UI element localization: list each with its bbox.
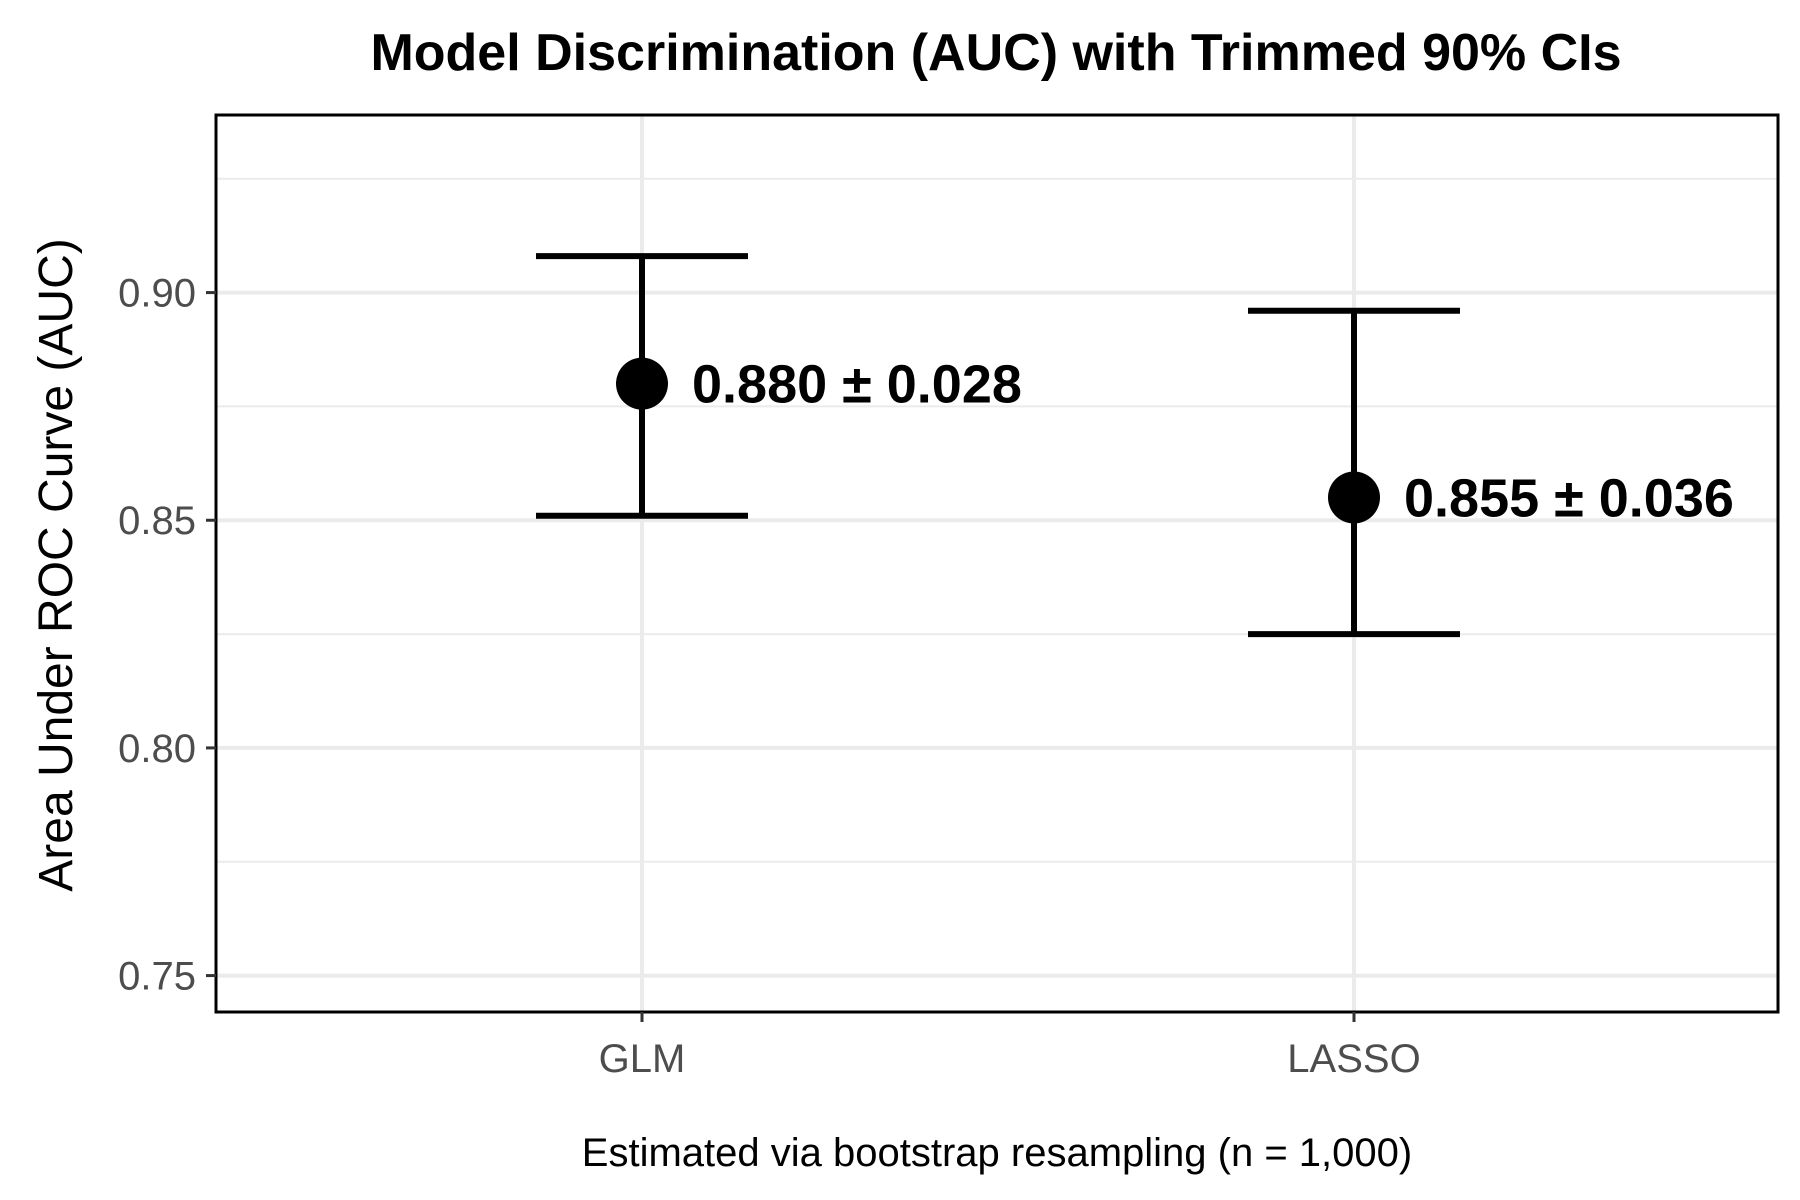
data-point (616, 357, 668, 410)
marks-layer: 0.880 ± 0.028 0.855 ± 0.036 (536, 253, 1734, 638)
y-axis-title: Area Under ROC Curve (AUC) (30, 238, 83, 891)
y-tick-label: 0.75 (118, 955, 196, 999)
y-tick-label: 0.80 (118, 727, 196, 771)
data-point (1328, 471, 1380, 524)
axis-layer: 0.75 0.80 0.85 0.90 GLM LASSO (118, 272, 1421, 1081)
x-tick-label: LASSO (1287, 1037, 1420, 1081)
y-tick-label: 0.90 (118, 272, 196, 316)
data-label: 0.855 ± 0.036 (1404, 468, 1734, 528)
x-tick-label: GLM (599, 1037, 686, 1081)
plot-border (214, 113, 1780, 1014)
grid-layer (216, 115, 1778, 1012)
chart-title: Model Discrimination (AUC) with Trimmed … (370, 24, 1621, 82)
data-label: 0.880 ± 0.028 (692, 355, 1022, 415)
y-tick-label: 0.85 (118, 499, 196, 543)
x-axis-title: Estimated via bootstrap resampling (n = … (582, 1131, 1412, 1175)
